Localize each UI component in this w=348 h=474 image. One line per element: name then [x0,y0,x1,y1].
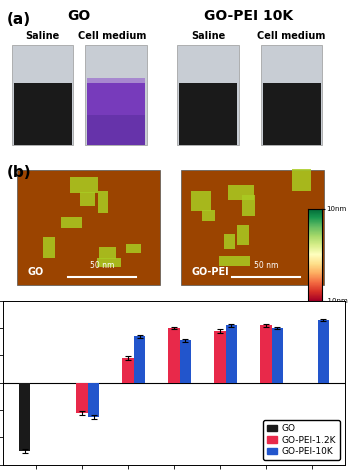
Text: Cell medium: Cell medium [258,31,326,41]
Bar [61,217,82,228]
Bar [237,225,250,245]
Bar [181,170,324,285]
Bar [87,78,145,115]
Bar [80,191,95,206]
Bar [191,191,211,210]
Bar [87,83,145,145]
Text: (a): (a) [7,12,31,27]
Legend: GO, GO-PEI-1.2K, GO-PEI-10K: GO, GO-PEI-1.2K, GO-PEI-10K [263,420,340,460]
Bar [179,83,237,145]
Text: Saline: Saline [25,31,60,41]
Bar [99,247,116,259]
Text: 50 nm: 50 nm [254,261,278,270]
Bar [126,244,141,253]
Bar [260,325,271,383]
Bar [242,195,255,216]
Text: Saline: Saline [191,31,225,41]
Bar [12,45,73,145]
Bar [17,170,160,285]
Text: GO: GO [27,267,44,277]
Bar [224,234,235,249]
Bar [77,383,88,413]
Bar [263,83,321,145]
Bar [97,257,121,266]
Bar [292,169,311,191]
Bar [14,83,72,145]
Bar [88,383,100,417]
Bar [177,45,239,145]
Text: Cell medium: Cell medium [78,31,147,41]
Bar [70,177,98,193]
Text: GO-PEI: GO-PEI [191,267,229,277]
Bar [85,45,147,145]
Bar [43,237,55,258]
Bar [219,256,250,266]
Bar [261,45,322,145]
Bar [228,185,254,201]
Bar [19,383,31,451]
Text: GO-PEI 10K: GO-PEI 10K [205,9,294,23]
Bar [180,340,191,383]
Bar [214,331,226,383]
Bar [202,210,215,221]
Bar [122,358,134,383]
Bar [226,325,237,383]
Text: 50 nm: 50 nm [90,261,114,270]
Bar [168,328,180,383]
Text: GO: GO [67,9,90,23]
Bar [271,328,283,383]
Bar [317,320,329,383]
Text: (b): (b) [7,165,32,180]
Bar [98,191,109,213]
Bar [134,336,145,383]
